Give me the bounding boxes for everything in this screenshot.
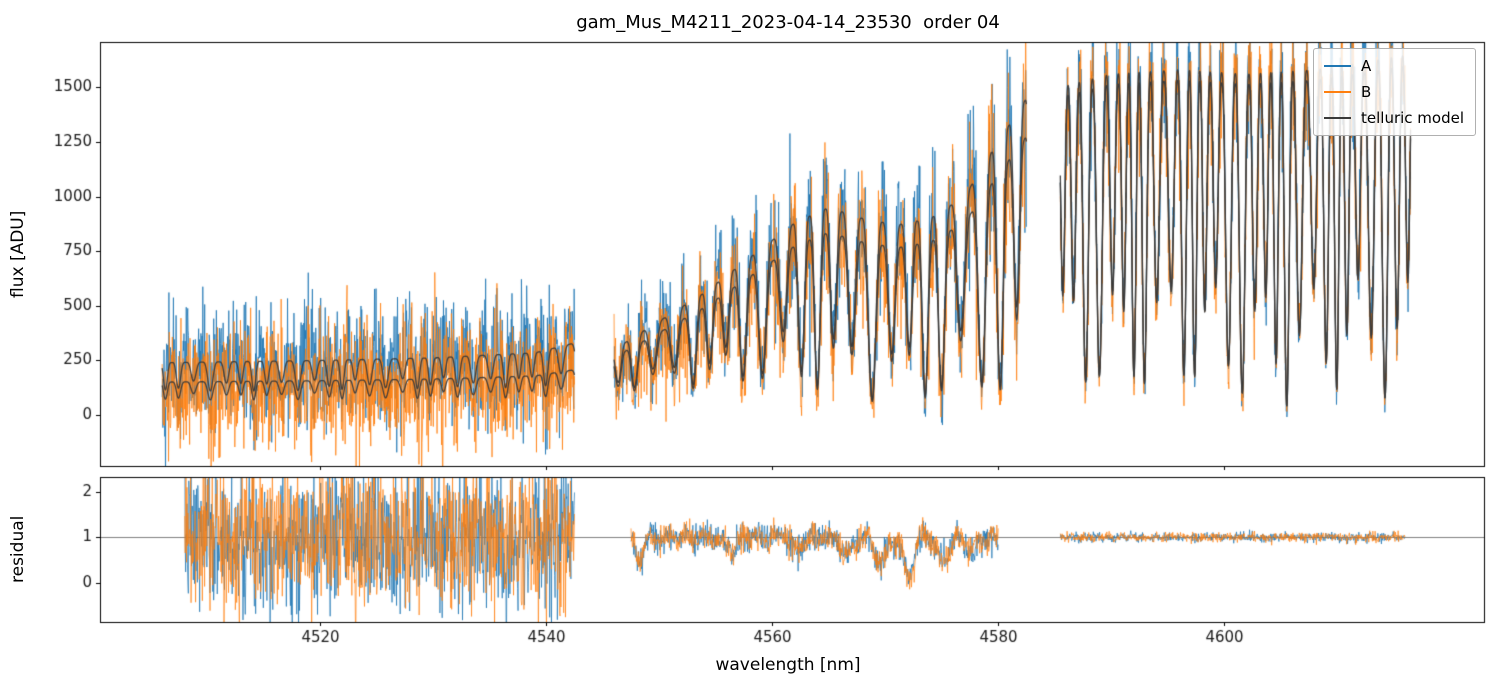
legend-item-telluric-model: telluric model bbox=[1324, 109, 1465, 127]
legend-label-a: A bbox=[1361, 57, 1372, 75]
x-axis-label: wavelength [nm] bbox=[715, 655, 861, 675]
legend-label-telluric-model: telluric model bbox=[1361, 109, 1465, 127]
chart-title: gam_Mus_M4211_2023-04-14_23530 order 04 bbox=[576, 12, 1000, 33]
series-a-line-swatch bbox=[1324, 65, 1351, 67]
legend-item-b: B bbox=[1324, 83, 1465, 101]
series-b-line-swatch bbox=[1324, 91, 1351, 93]
legend-label-b: B bbox=[1361, 83, 1372, 101]
telluric-model-line-swatch bbox=[1324, 117, 1351, 119]
flux-axis-label: flux [ADU] bbox=[8, 210, 28, 298]
legend-item-a: A bbox=[1324, 57, 1465, 75]
residual-axis-label: residual bbox=[8, 515, 28, 584]
legend: A B telluric model bbox=[1313, 48, 1476, 136]
